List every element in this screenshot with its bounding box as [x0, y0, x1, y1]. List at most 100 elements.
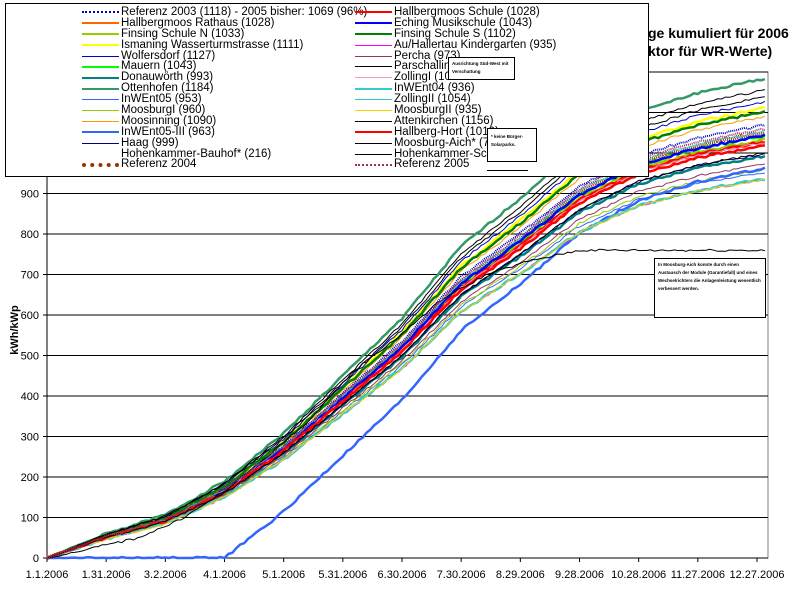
y-tick-label: 600	[21, 310, 39, 322]
legend-label: Referenz 2004	[121, 158, 197, 171]
legend-swatch	[82, 22, 119, 25]
legend-item: Parschalling	[355, 61, 556, 72]
annotation-footnote: * keine Bürger-Solarparks.	[487, 128, 537, 162]
legend-label: Finsing Schule N (1033)	[121, 27, 245, 40]
legend-swatch	[355, 11, 392, 14]
legend-swatch	[82, 11, 119, 14]
legend-item: Mauern (1043)	[82, 61, 367, 72]
y-tick-label: 700	[21, 270, 39, 282]
legend-swatch	[355, 33, 392, 36]
legend-item: Wolfersdorf (1127)	[82, 49, 367, 62]
x-tick-label: 10.28.2006	[611, 569, 666, 581]
legend-column-left: Referenz 2003 (1118) - 2005 bisher: 1069…	[82, 5, 368, 170]
legend-item: Finsing Schule N (1033)	[82, 27, 367, 40]
legend-swatch	[82, 33, 119, 36]
legend: Referenz 2003 (1118) - 2005 bisher: 1069…	[5, 3, 649, 177]
legend-label: Attenkirchen (1156)	[394, 114, 494, 127]
legend-item: Donauwörth (993)	[82, 72, 367, 83]
legend-swatch	[82, 87, 119, 90]
legend-swatch	[82, 44, 119, 47]
legend-label: Donauwörth (993)	[121, 71, 214, 84]
legend-label: Mauern (1043)	[121, 60, 197, 73]
legend-label: Hallbergmoos Schule (1028)	[394, 5, 540, 18]
legend-item: ZollingII (1054)	[355, 93, 556, 106]
legend-label: Finsing Schule S (1102)	[394, 27, 516, 40]
legend-swatch	[82, 109, 119, 111]
annotation-connector	[487, 170, 528, 171]
series-line	[46, 152, 765, 559]
legend-item: Eching Musikschule (1043)	[355, 16, 556, 29]
legend-item: MoosburgI (960)	[82, 103, 367, 116]
title-line-1: ge kumuliert für 2006	[648, 25, 789, 41]
legend-item: Hohenkammer-Bauhof* (216)	[82, 147, 367, 160]
legend-label: Referenz 2005	[394, 158, 470, 171]
legend-swatch	[82, 162, 119, 167]
legend-item: Moosinning (1090)	[82, 114, 367, 127]
legend-item: InWEnt04 (936)	[355, 82, 556, 95]
x-tick-label: 9.28.2006	[555, 569, 604, 581]
x-tick-label: 6.30.2006	[378, 569, 427, 581]
legend-label: Parschalling	[394, 60, 457, 73]
legend-swatch	[355, 163, 392, 166]
legend-label: ZollingII (1054)	[394, 93, 471, 106]
legend-item: Attenkirchen (1156)	[355, 114, 556, 127]
x-tick-label: 7.30.2006	[437, 569, 486, 581]
legend-swatch	[82, 65, 119, 68]
legend-label: Referenz 2003 (1118) - 2005 bisher: 1069…	[121, 5, 368, 18]
series-line	[46, 248, 766, 559]
x-tick-label: 5.31.2006	[318, 569, 367, 581]
legend-item: Au/Hallertau Kindergarten (935)	[355, 39, 556, 51]
legend-swatch	[355, 153, 392, 155]
legend-swatch	[355, 66, 392, 68]
legend-label: MoosburgI (960)	[121, 103, 206, 116]
legend-item: Percha (973)	[355, 49, 556, 62]
legend-item: Ottenhofen (1184)	[82, 82, 367, 95]
x-tick-label: 8.29.2006	[496, 569, 545, 581]
legend-swatch	[355, 131, 392, 134]
legend-label: Eching Musikschule (1043)	[394, 16, 533, 29]
legend-label: Moosburg-Aich* (76	[394, 136, 496, 149]
legend-swatch	[355, 87, 392, 90]
legend-label: InWEnt04 (936)	[394, 82, 475, 95]
legend-label: Moosinning (1090)	[121, 114, 217, 127]
legend-item: Referenz 2003 (1118) - 2005 bisher: 1069…	[82, 5, 368, 18]
legend-swatch	[82, 99, 119, 101]
annotation-moosburg-aich: In Moosburg-Aich konnte durch einen Aust…	[654, 258, 766, 318]
legend-label: InWEnt05-III (963)	[121, 125, 215, 138]
annotation-orientation: Ausrichtung Süd-West mit Verschattung	[448, 57, 515, 80]
chart-title: ge kumuliert für 2006 ktor für WR-Werte)	[648, 24, 789, 60]
x-tick-label: 11.27.2006	[671, 569, 725, 581]
legend-item: ZollingI (102	[355, 72, 556, 83]
legend-label: Percha (973)	[394, 49, 461, 62]
legend-swatch	[82, 142, 119, 144]
x-tick-label: 3.2.2006	[144, 569, 187, 581]
legend-column-right: Hallbergmoos Schule (1028) Eching Musiksc…	[355, 5, 556, 171]
y-axis-label: kWh/kWp	[8, 305, 21, 355]
legend-label: Hohenkammer-Bauhof* (216)	[121, 147, 272, 160]
legend-label: Hallbergmoos Rathaus (1028)	[121, 16, 275, 29]
legend-label: ZollingI (102	[394, 71, 458, 84]
legend-swatch	[82, 55, 119, 57]
legend-item: MoosburgII (935)	[355, 104, 556, 116]
y-tick-label: 0	[33, 553, 39, 565]
x-tick-label: 4.1.2006	[203, 569, 246, 581]
legend-label: Wolfersdorf (1127)	[121, 49, 216, 62]
x-tick-label: 1.1.2006	[26, 569, 69, 581]
y-tick-label: 300	[21, 432, 39, 444]
legend-label: Ottenhofen (1184)	[121, 82, 214, 95]
legend-swatch	[82, 120, 119, 122]
legend-item: Ismaning Wasserturmstrasse (1111)	[82, 39, 367, 51]
legend-swatch	[355, 99, 392, 101]
legend-item: Referenz 2004	[82, 159, 367, 170]
legend-swatch	[355, 142, 392, 144]
legend-swatch	[82, 76, 119, 79]
legend-swatch	[355, 120, 392, 122]
y-tick-label: 500	[21, 351, 39, 363]
legend-swatch	[355, 44, 392, 46]
legend-swatch	[355, 22, 392, 25]
legend-item: Hallbergmoos Rathaus (1028)	[82, 16, 367, 29]
legend-item: Moosburg-Aich* (76	[355, 136, 556, 149]
legend-item: InWEnt05 (953)	[82, 93, 367, 105]
y-tick-label: 200	[21, 472, 39, 484]
legend-item: Hallbergmoos Schule (1028)	[355, 5, 556, 18]
